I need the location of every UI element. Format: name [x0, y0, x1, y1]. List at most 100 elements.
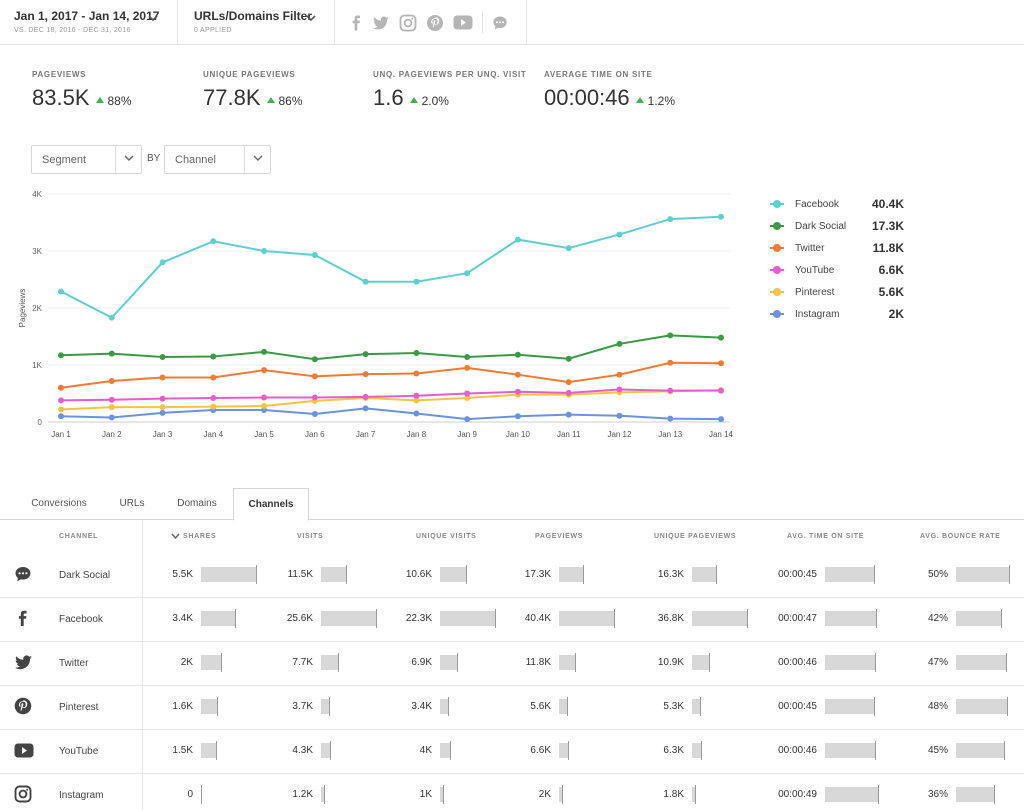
data-point[interactable]: [667, 332, 674, 339]
data-point[interactable]: [210, 374, 217, 381]
data-point[interactable]: [362, 405, 369, 412]
data-point[interactable]: [261, 348, 268, 355]
data-point[interactable]: [58, 397, 64, 404]
data-point[interactable]: [464, 354, 471, 361]
legend-item[interactable]: Instagram 2K: [770, 303, 910, 325]
data-point[interactable]: [565, 389, 572, 396]
data-point[interactable]: [362, 393, 369, 400]
data-point[interactable]: [667, 387, 674, 394]
column-header-unique-pageviews[interactable]: UNIQUE PAGEVIEWS: [654, 533, 737, 540]
column-header-pageviews[interactable]: PAGEVIEWS: [535, 533, 584, 540]
data-point[interactable]: [667, 216, 674, 223]
data-point[interactable]: [58, 406, 64, 413]
facebook-icon[interactable]: [349, 15, 363, 31]
data-point[interactable]: [58, 352, 64, 359]
data-point[interactable]: [413, 410, 420, 417]
sort-desc-icon[interactable]: [171, 533, 180, 540]
data-point[interactable]: [616, 371, 623, 378]
data-point[interactable]: [718, 334, 724, 341]
data-point[interactable]: [58, 288, 64, 295]
data-point[interactable]: [159, 374, 166, 381]
data-point[interactable]: [210, 395, 217, 402]
data-point[interactable]: [464, 416, 471, 423]
channel-select[interactable]: Channel: [164, 145, 271, 174]
data-point[interactable]: [565, 245, 572, 252]
tab-urls[interactable]: URLs: [119, 498, 145, 509]
data-point[interactable]: [667, 415, 674, 422]
data-point[interactable]: [210, 353, 217, 360]
pinterest-icon[interactable]: [426, 14, 444, 32]
data-point[interactable]: [718, 360, 724, 367]
data-point[interactable]: [108, 396, 115, 403]
data-point[interactable]: [159, 354, 166, 361]
data-point[interactable]: [413, 397, 420, 404]
data-point[interactable]: [514, 413, 521, 420]
data-point[interactable]: [311, 394, 318, 401]
data-point[interactable]: [413, 392, 420, 399]
data-point[interactable]: [108, 414, 115, 421]
data-point[interactable]: [718, 416, 724, 423]
date-range-picker[interactable]: Jan 1, 2017 - Jan 14, 2017 VS. DEC 18, 2…: [0, 0, 178, 45]
data-point[interactable]: [159, 409, 166, 416]
instagram-icon[interactable]: [399, 14, 417, 32]
data-point[interactable]: [514, 351, 521, 358]
data-point[interactable]: [159, 404, 166, 411]
tab-domains[interactable]: Domains: [177, 498, 217, 509]
data-point[interactable]: [210, 238, 217, 245]
data-point[interactable]: [362, 371, 369, 378]
data-point[interactable]: [616, 340, 623, 347]
tab-conversions[interactable]: Conversions: [31, 498, 87, 509]
data-point[interactable]: [718, 213, 724, 220]
data-point[interactable]: [413, 350, 420, 357]
data-point[interactable]: [362, 351, 369, 358]
data-point[interactable]: [311, 373, 318, 380]
data-point[interactable]: [565, 411, 572, 418]
data-point[interactable]: [616, 412, 623, 419]
data-point[interactable]: [362, 278, 369, 285]
table-row[interactable]: Pinterest 1.6K 3.7K 3.4K 5.6K 5.3K 00:00:45 48…: [0, 686, 1024, 730]
legend-item[interactable]: Twitter 11.8K: [770, 237, 910, 259]
legend-item[interactable]: Facebook 40.4K: [770, 193, 910, 215]
urls-domains-filter[interactable]: URLs/Domains Filter 0 APPLIED: [178, 0, 335, 45]
twitter-icon[interactable]: [372, 15, 390, 31]
data-point[interactable]: [464, 390, 471, 397]
data-point[interactable]: [311, 411, 318, 418]
data-point[interactable]: [311, 251, 318, 258]
data-point[interactable]: [565, 355, 572, 362]
data-point[interactable]: [261, 394, 268, 401]
data-point[interactable]: [261, 367, 268, 374]
youtube-icon[interactable]: [453, 15, 473, 30]
table-row[interactable]: Twitter 2K 7.7K 6.9K 11.8K 10.9K 00:00:46 47%: [0, 642, 1024, 686]
data-point[interactable]: [261, 248, 268, 254]
table-row[interactable]: Facebook 3.4K 25.6K 22.3K 40.4K 36.8K 00:00:4…: [0, 598, 1024, 642]
data-point[interactable]: [210, 403, 217, 410]
data-point[interactable]: [616, 231, 623, 238]
data-point[interactable]: [413, 278, 420, 285]
data-point[interactable]: [718, 387, 724, 394]
data-point[interactable]: [159, 259, 166, 266]
data-point[interactable]: [261, 403, 268, 410]
data-point[interactable]: [108, 404, 115, 411]
data-point[interactable]: [616, 386, 623, 393]
table-row[interactable]: Instagram 0 1.2K 1K 2K 1.8K 00:00:49 36%: [0, 774, 1024, 810]
data-point[interactable]: [311, 356, 318, 363]
data-point[interactable]: [413, 370, 420, 377]
column-header-avg-time[interactable]: AVG. TIME ON SITE: [787, 533, 865, 540]
tab-channels[interactable]: Channels: [233, 488, 309, 521]
legend-item[interactable]: YouTube 6.6K: [770, 259, 910, 281]
data-point[interactable]: [159, 395, 166, 402]
data-point[interactable]: [667, 359, 674, 366]
column-header-bounce-rate[interactable]: AVG. BOUNCE RATE: [920, 533, 1001, 540]
table-row[interactable]: YouTube 1.5K 4.3K 4K 6.6K 6.3K 00:00:46 45%: [0, 730, 1024, 774]
data-point[interactable]: [464, 270, 471, 277]
column-header-visits[interactable]: VISITS: [297, 533, 324, 540]
table-row[interactable]: Dark Social 5.5K 11.5K 10.6K 17.3K 16.3K 00:0…: [0, 554, 1024, 598]
data-point[interactable]: [565, 379, 572, 386]
column-header-channel[interactable]: CHANNEL: [59, 533, 99, 540]
column-header-shares[interactable]: SHARES: [183, 533, 217, 540]
data-point[interactable]: [514, 388, 521, 395]
legend-item[interactable]: Dark Social 17.3K: [770, 215, 910, 237]
data-point[interactable]: [514, 236, 521, 243]
data-point[interactable]: [108, 377, 115, 384]
data-point[interactable]: [514, 371, 521, 378]
